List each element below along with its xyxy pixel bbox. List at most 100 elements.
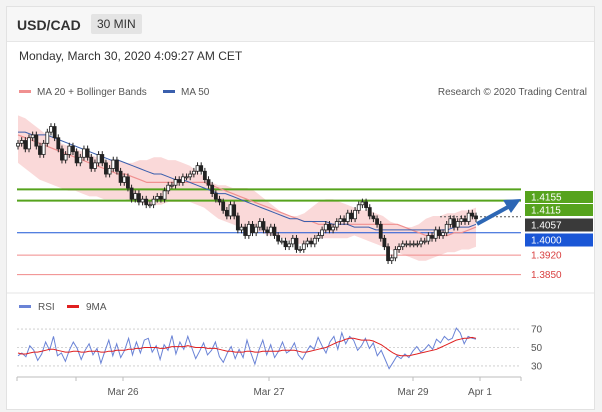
candle-down [371,215,376,220]
candle-up [298,249,303,251]
level-tag-bg [525,191,593,203]
candle [104,159,108,178]
candle-up [320,229,325,236]
candle [217,195,222,206]
level-tag-bg [525,204,593,216]
candle [63,151,68,164]
candle-up [455,221,460,228]
candle-down [232,204,237,217]
x-axis: Mar 26 Mar 27 Mar 29 Apr 1 [16,376,522,398]
candle-down [327,223,332,231]
candle [23,137,28,153]
candle [257,218,262,231]
candle-up [323,223,328,231]
candle [151,195,156,209]
candle [180,173,185,186]
candle [191,167,196,178]
candle-up [393,249,398,259]
candle-up [239,226,244,231]
candle-down [202,170,207,181]
candle-up [107,168,112,175]
candle [455,218,460,231]
candle-up [195,165,200,172]
candle-down [71,145,75,153]
candle [221,198,226,214]
candle-up [360,201,365,206]
candle-up [111,159,116,169]
candle [309,237,314,248]
forecast-arrow [476,199,521,226]
candle-up [301,243,306,250]
candle [283,237,288,251]
candle [316,232,321,242]
candle-up [389,257,394,262]
candle [261,218,266,234]
candle-up [444,223,449,234]
candle [419,237,423,248]
candle-up [345,212,350,222]
candle [213,190,218,203]
candle [287,240,292,251]
candle [148,201,152,209]
rsi-legend: RSI 9MA [19,302,107,313]
candle-down [309,240,314,245]
candle [430,232,434,242]
candle-down [210,184,215,195]
candle [78,153,83,167]
candle [30,131,35,142]
candle-up [49,126,53,133]
candle-down [294,237,299,250]
rsi-axis-label: 30 [531,361,543,372]
candle [100,151,105,167]
candle-up [257,221,262,228]
candle-up [279,240,284,243]
instrument-title: USD/CAD [17,17,81,33]
candle [386,243,390,265]
candle [224,207,229,220]
candle [327,220,332,234]
candle [349,209,354,223]
candle [133,190,138,203]
candle [272,223,277,239]
candle [74,148,79,167]
level-label: 1.3920 [531,251,562,262]
candle [166,181,171,195]
level-tag-label: 1.4155 [531,193,562,204]
candle-up [254,226,259,234]
candle [279,237,284,245]
candle [202,167,207,183]
candle [367,204,372,220]
candle-up [448,218,453,225]
candle [397,243,401,253]
timeframe-badge[interactable]: 30 MIN [91,14,142,34]
candle-down [52,126,57,139]
candle-up [82,148,86,158]
candle [210,181,215,197]
candlesticks [16,123,478,265]
candle-up [404,243,409,246]
candle [199,162,204,175]
candle-up [27,137,31,150]
candle [41,139,46,158]
candle-up [408,243,412,246]
candle [294,234,299,253]
candle-up [433,229,438,239]
rsi-axis-label: 50 [531,343,543,354]
candle [254,223,259,237]
bollinger-band [18,115,476,261]
candle-up [397,246,401,250]
candle [118,167,123,186]
candle-up [312,237,317,245]
candle [463,215,467,225]
candle-up [122,176,127,183]
candle [378,220,383,242]
candle [67,142,72,158]
candle-down [118,170,123,183]
rsi-legend-swatch [19,305,31,308]
candle [404,240,409,248]
candle-down [213,193,218,200]
candle [140,195,145,206]
level-tag-label: 1.4057 [531,221,562,232]
ma50-legend-label: MA 50 [181,87,210,98]
candle-down [60,148,64,161]
